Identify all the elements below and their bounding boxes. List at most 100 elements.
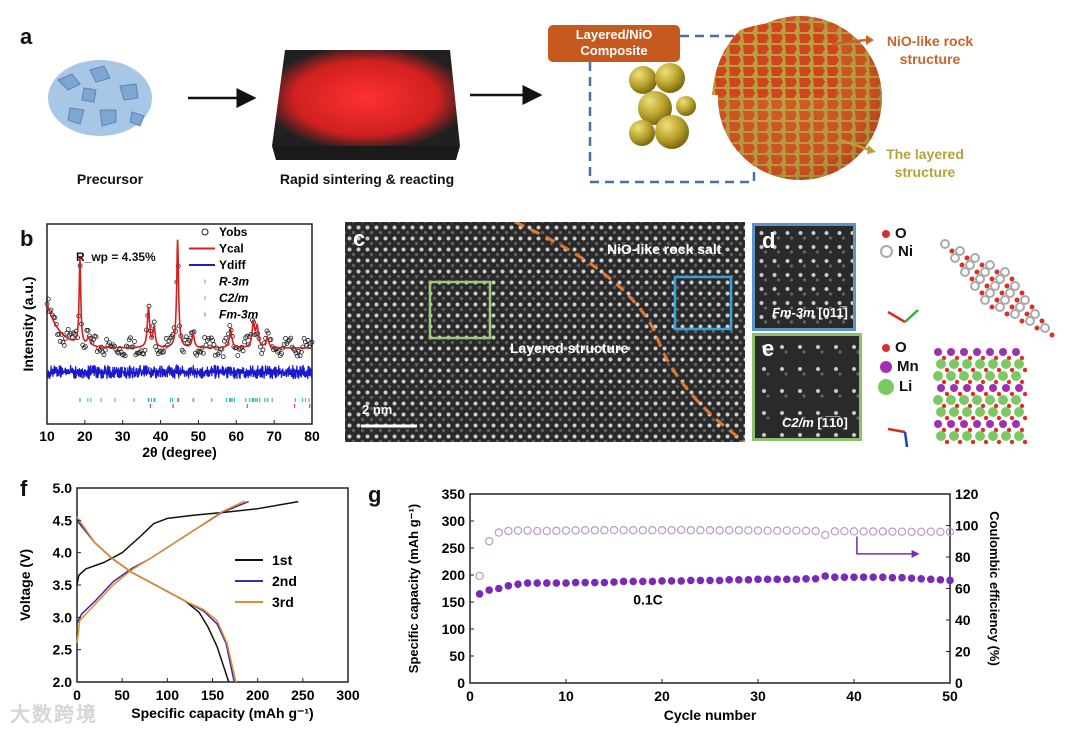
oxygen-atom [989,304,995,310]
capacity-point [821,572,829,580]
oxygen-atom [1014,297,1020,303]
metal-atom [1002,384,1010,392]
yobs-point [288,335,294,341]
legend-label: Yobs [219,225,248,239]
oxygen-atom [957,391,963,397]
metal-atom [946,395,956,405]
oxygen-atom [949,248,955,254]
nickel-atom [985,288,995,298]
ce-point [523,526,532,535]
legend-d-o: O [882,225,907,242]
oxygen-atom [974,269,980,275]
capacity-point [754,575,762,584]
capacity-point [619,577,628,586]
x-tick-label: 50 [191,428,207,444]
metal-atom [962,359,972,369]
nickel-atom [940,239,950,249]
metal-atom [934,348,942,356]
metal-atom [1011,371,1021,381]
capacity-point [687,576,695,585]
ce-point [504,526,513,536]
layered-structure-region-label: Layered structure [510,340,629,356]
legend-label: R-3m [219,275,249,289]
legend-d-ni: Ni [880,243,913,260]
oxygen-atom [1006,379,1012,385]
x-tick-label: 50 [114,687,130,703]
yobs-point [283,335,288,341]
manganese-atom-icon [880,360,892,373]
oxygen-atom [954,355,960,361]
ce-point [869,527,878,536]
ce-point [859,527,868,536]
legend-label: Fm-3m [219,308,259,322]
metal-atom [975,407,985,417]
capacity-point [552,579,561,587]
capacity-point [706,576,714,585]
metal-atom [1001,431,1011,441]
oxygen-atom [957,415,963,421]
y2-tick-label: 60 [955,581,971,597]
zone-axis-d: Fm-3m [011̅] [772,305,848,320]
x-tick-label: 30 [750,688,766,704]
yobs-point [210,338,216,343]
ce-point [878,527,887,536]
metal-atom [1014,359,1024,369]
ce-point [715,526,724,535]
metal-atom [972,371,982,381]
yobs-point [149,334,155,340]
curve-3rd-charge [76,500,246,644]
hrtem-image-d [752,223,856,331]
ce-point [907,527,916,537]
oxygen-atom [944,439,950,445]
capacity-point [744,576,753,584]
axis-c-e [903,431,909,447]
rate-annotation: 0.1C [633,592,663,608]
ce-point [936,527,945,537]
voltage-profile-chart: 0 50 100 150 200 250 300 2.0 2.5 3.0 3.5 4.0 4.5 5.0 S… [17,480,360,721]
capacity-point [581,578,589,587]
capacity-point [523,579,532,587]
metal-atom [959,395,969,405]
y-axis-label: Voltage (V) [17,549,33,621]
yobs-point [296,348,302,354]
oxygen-atom [1009,304,1015,310]
ce-point [849,527,859,536]
metal-atom [1001,359,1011,369]
y-tick-label: 350 [442,486,466,502]
plot-frame [46,223,313,425]
oxygen-atom [969,276,975,282]
nickel-atom [985,260,995,270]
layered-label-line-2: structure [894,164,956,180]
legend-label: 3rd [272,594,294,610]
capacity-point [735,576,743,584]
yobs-point [275,349,280,355]
oxygen-atom [1024,311,1030,317]
oxygen-atom [980,427,986,433]
nickel-atom [980,295,990,305]
ce-point [552,526,561,536]
panel-label-d: d [762,228,776,253]
metal-atom [985,395,995,405]
yobs-point [65,326,71,332]
ce-point [513,526,523,535]
oxygen-atom [993,355,999,361]
metal-atom [988,431,998,441]
y2-tick-label: 0 [955,675,963,691]
nickel-atom [1015,302,1025,312]
ce-point [590,526,599,535]
legend-marker-Yobs [201,228,209,236]
ce-point [763,526,772,535]
capacity-point [677,577,685,585]
hrtem-image-c [345,222,745,442]
metal-atom [934,420,942,428]
legend-label: C2/m [219,291,249,305]
capacity-point [591,578,599,587]
x-tick-label: 10 [39,428,55,444]
x-tick-label: 20 [77,428,93,444]
capacity-point [562,579,570,587]
metal-atom [972,395,982,405]
yobs-point [222,338,227,344]
oxygen-atom [954,427,960,433]
capacity-point [783,575,791,584]
metal-atom [1015,384,1023,392]
